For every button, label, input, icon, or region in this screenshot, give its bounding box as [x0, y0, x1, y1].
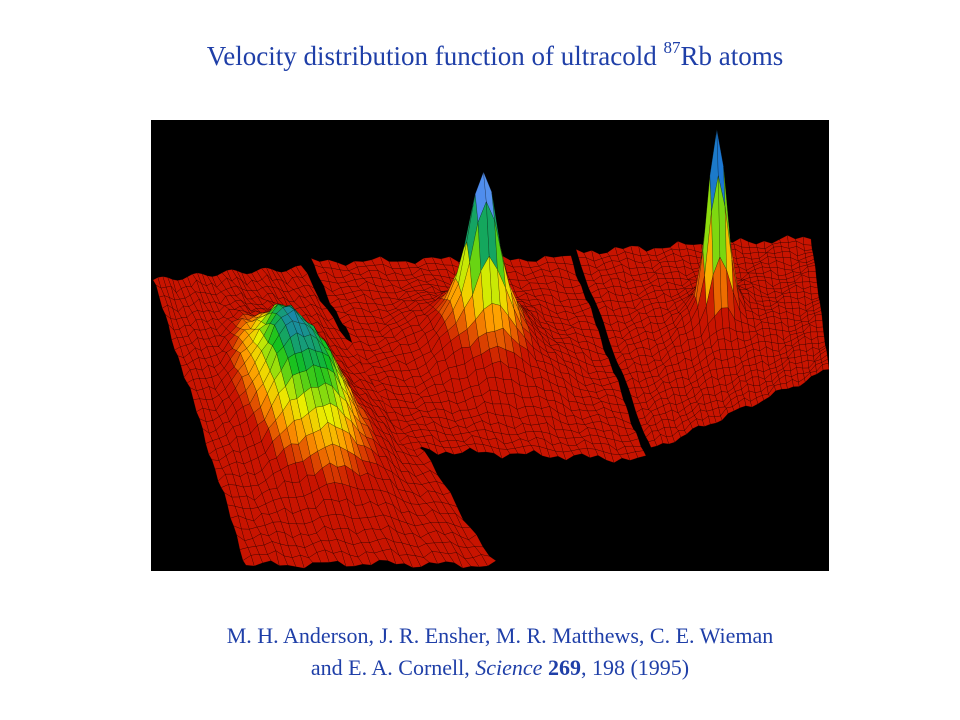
surface-plot	[152, 129, 829, 569]
distribution-panel	[310, 171, 647, 464]
title-text: Velocity distribution function of ultrac…	[206, 41, 664, 71]
title-text-rest: Rb atoms	[680, 41, 784, 71]
citation-authors: M. H. Anderson, J. R. Ensher, M. R. Matt…	[226, 623, 774, 648]
isotope-superscript: 87	[663, 38, 681, 57]
citation-reference: and E. A. Cornell, Science 269, 198 (199…	[0, 652, 960, 684]
distribution-panel	[152, 265, 497, 569]
citation-journal: Science	[475, 655, 543, 680]
velocity-distribution-figure	[151, 120, 829, 571]
slide-title: Velocity distribution function of ultrac…	[0, 38, 960, 72]
citation-volume: 269	[547, 655, 581, 680]
citation-pages-year: , 198 (1995)	[580, 655, 690, 680]
citation-authors-last: and E. A. Cornell,	[310, 655, 476, 680]
citation: M. H. Anderson, J. R. Ensher, M. R. Matt…	[0, 620, 960, 684]
distribution-panel	[575, 129, 829, 448]
